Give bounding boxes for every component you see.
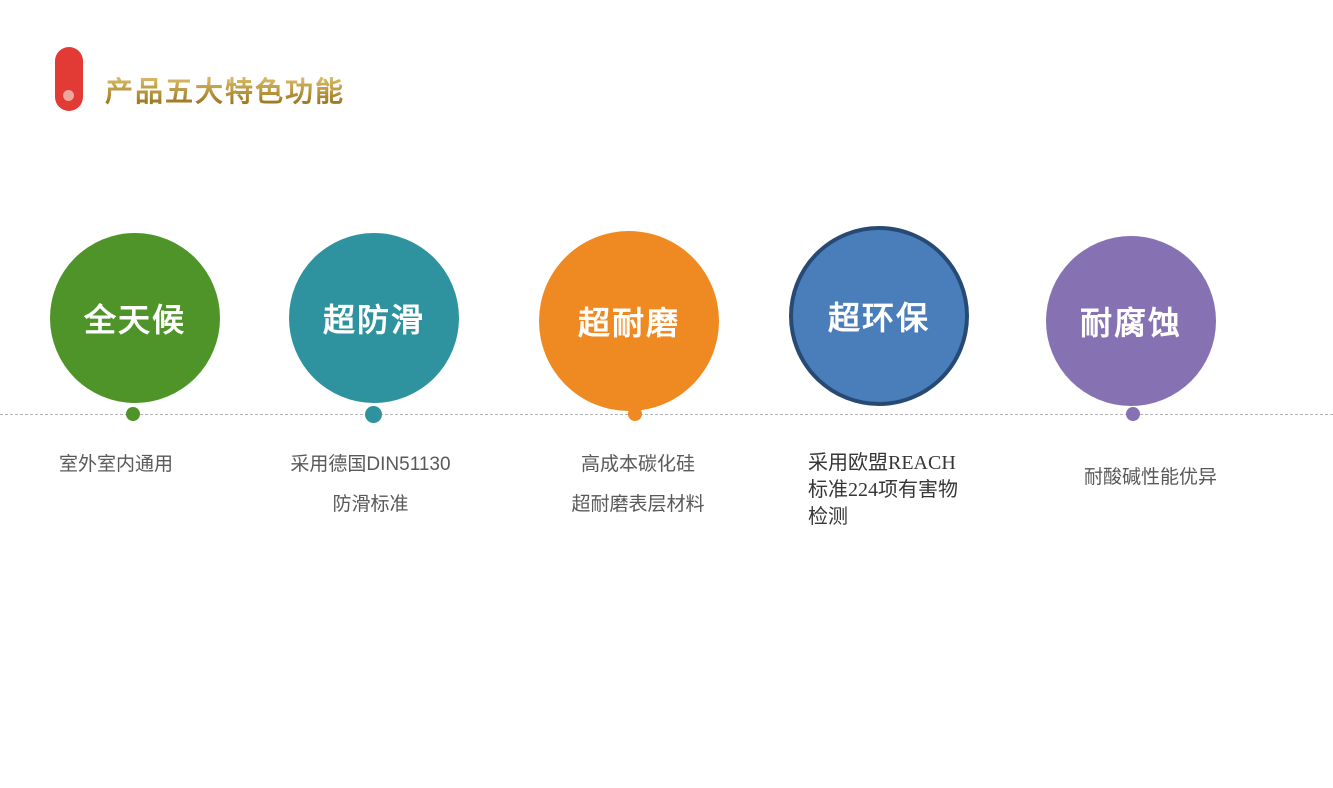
timeline-dot bbox=[365, 406, 382, 423]
circle-label: 超环保 bbox=[827, 300, 930, 336]
feature-description: 室外室内通用 bbox=[16, 445, 216, 485]
circle-anti-slip: 超防滑 bbox=[289, 233, 459, 403]
feature-description: 采用德国DIN51130 防滑标准 bbox=[268, 445, 473, 525]
feature-description: 采用欧盟REACH 标准224项有害物 检测 bbox=[808, 450, 998, 531]
circle-corrosion-resistant: 耐腐蚀 bbox=[1046, 236, 1216, 406]
title-marker-dot-icon bbox=[63, 90, 74, 101]
feature-description-line: 室外室内通用 bbox=[58, 454, 173, 475]
feature-description-line: 采用欧盟REACH bbox=[808, 452, 956, 474]
feature-description-line: 标准224项有害物 bbox=[808, 479, 958, 501]
circle-label: 超耐磨 bbox=[577, 305, 680, 341]
circle-label: 超防滑 bbox=[322, 302, 425, 338]
timeline-line bbox=[0, 414, 1333, 415]
circle-label: 全天候 bbox=[83, 302, 186, 338]
feature-description: 耐酸碱性能优异 bbox=[1048, 458, 1253, 498]
title-marker bbox=[55, 47, 83, 111]
page-title: 产品五大特色功能 bbox=[105, 70, 345, 110]
feature-description-line: 采用德国DIN51130 bbox=[290, 454, 451, 475]
timeline-dot bbox=[628, 407, 642, 421]
timeline-dot bbox=[1126, 407, 1140, 421]
feature-description-line: 超耐磨表层材料 bbox=[571, 494, 705, 515]
feature-description-line: 防滑标准 bbox=[332, 494, 409, 515]
feature-description-line: 检测 bbox=[808, 506, 848, 528]
circle-label: 耐腐蚀 bbox=[1079, 305, 1182, 341]
circle-eco-friendly: 超环保 bbox=[789, 226, 969, 406]
feature-description-line: 高成本碳化硅 bbox=[580, 454, 695, 475]
circle-all-weather: 全天候 bbox=[50, 233, 220, 403]
feature-description-line: 耐酸碱性能优异 bbox=[1083, 467, 1217, 488]
feature-description: 高成本碳化硅 超耐磨表层材料 bbox=[532, 445, 744, 525]
timeline-dot bbox=[126, 407, 140, 421]
circle-wear-resistant: 超耐磨 bbox=[539, 231, 719, 411]
